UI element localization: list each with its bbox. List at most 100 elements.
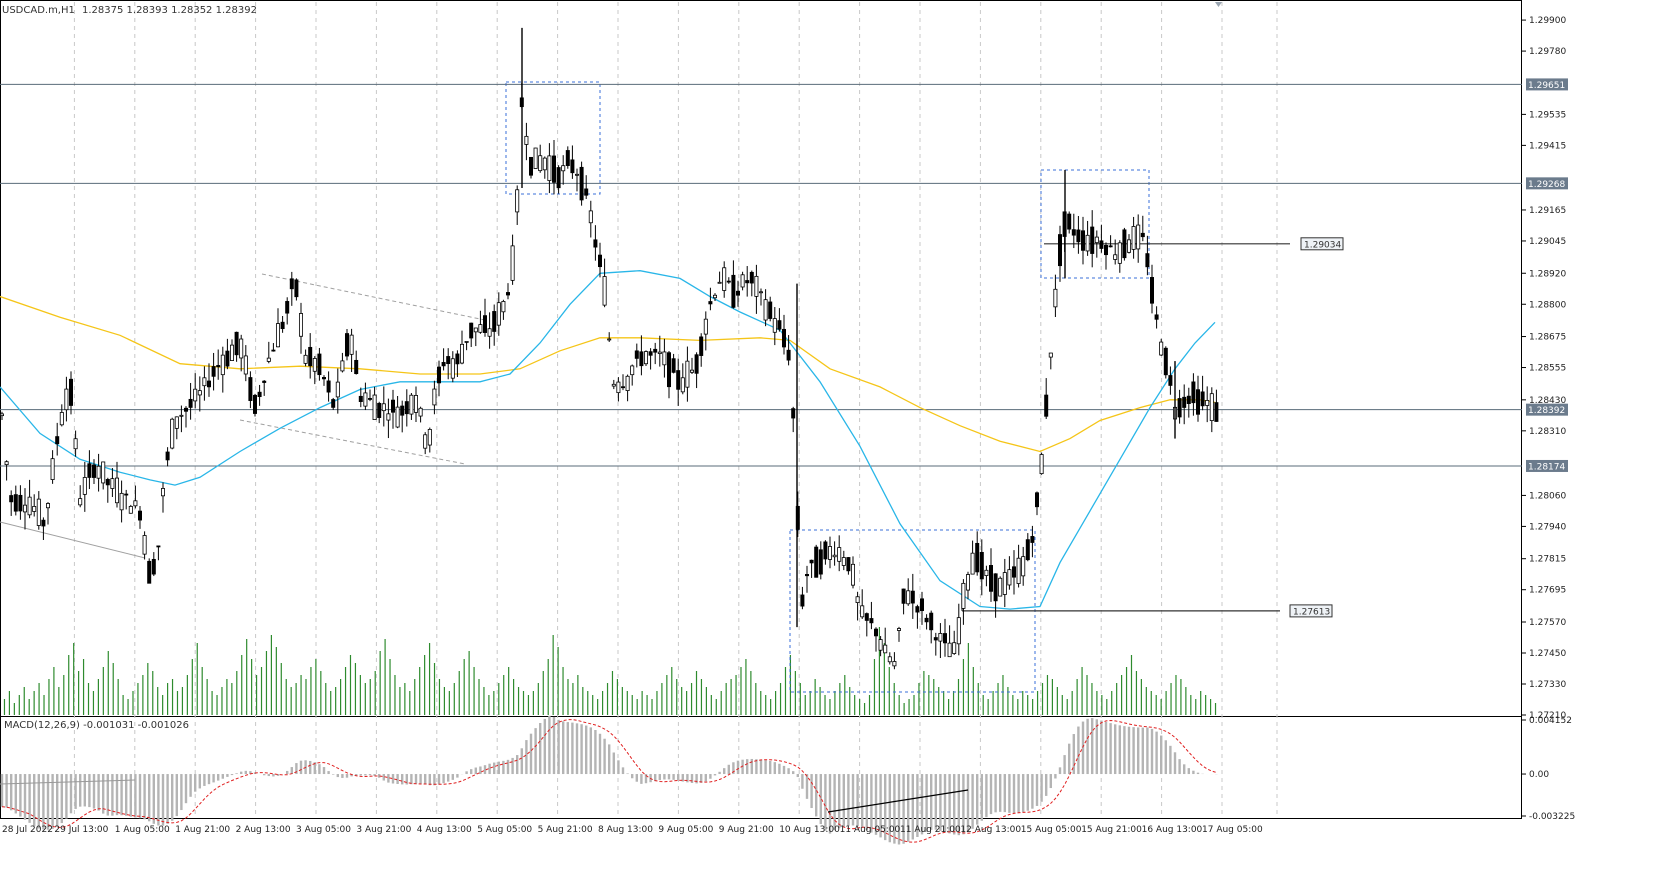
- candle: [266, 341, 271, 364]
- candle: [142, 531, 147, 560]
- candle: [46, 502, 51, 525]
- macd-signal-line: [1, 719, 1217, 843]
- candle: [308, 333, 313, 379]
- candle: [1007, 556, 1012, 590]
- time-tick-label: 3 Aug 21:00: [356, 825, 411, 835]
- candle: [248, 371, 253, 409]
- candle: [427, 427, 432, 453]
- candle: [367, 389, 372, 402]
- candle: [938, 623, 943, 659]
- time-tick-label: 28 Jul 2022: [2, 825, 53, 835]
- candle: [41, 517, 46, 540]
- candle: [970, 540, 975, 575]
- candle: [257, 384, 262, 406]
- candle: [50, 450, 55, 484]
- time-tick-label: 5 Aug 05:00: [477, 825, 532, 835]
- candle: [239, 334, 244, 372]
- candle: [676, 358, 681, 406]
- candle: [69, 371, 74, 415]
- candle: [579, 161, 584, 206]
- candle: [1113, 239, 1118, 265]
- candle: [455, 350, 460, 378]
- candle: [160, 482, 165, 513]
- macd-tick-label: 0.004152: [1529, 716, 1572, 726]
- candle: [616, 377, 621, 402]
- zone-rectangle[interactable]: [1040, 169, 1150, 279]
- candle: [846, 557, 851, 575]
- candle: [1191, 373, 1196, 416]
- price-tick-label: 1.27815: [1529, 555, 1566, 565]
- candle: [170, 417, 175, 450]
- candle: [18, 485, 23, 520]
- candle: [1177, 389, 1182, 424]
- candle: [303, 349, 308, 367]
- candle: [1067, 211, 1072, 234]
- candle: [1140, 215, 1145, 242]
- candle: [860, 589, 865, 619]
- time-tick-label: 4 Aug 13:00: [417, 825, 472, 835]
- candle: [459, 330, 464, 365]
- candle: [432, 380, 437, 415]
- candle: [644, 350, 649, 366]
- price-tick-label: 1.29165: [1529, 206, 1566, 216]
- candle: [588, 200, 593, 238]
- price-tick-label: 1.28430: [1529, 396, 1566, 406]
- candle: [137, 506, 142, 529]
- fast-moving-average: [0, 270, 1216, 610]
- candle: [0, 411, 4, 421]
- candle: [915, 604, 920, 629]
- shift-marker[interactable]: [1215, 2, 1222, 7]
- candle: [956, 603, 961, 656]
- zone-rectangle[interactable]: [505, 81, 601, 195]
- candle: [657, 335, 662, 367]
- candle: [275, 308, 280, 348]
- price-tick-label: 1.28555: [1529, 364, 1566, 374]
- candle: [473, 327, 478, 347]
- candle: [828, 536, 833, 569]
- candle: [611, 379, 616, 390]
- macd-title: MACD(12,26,9) -0.001031 -0.001026: [4, 720, 189, 731]
- candle: [772, 307, 777, 346]
- candle: [726, 277, 731, 284]
- candle: [1012, 550, 1017, 595]
- candle: [565, 146, 570, 169]
- candle: [717, 271, 722, 284]
- candle: [174, 416, 179, 440]
- price-tick-label: 1.28310: [1529, 427, 1566, 437]
- price-tick-label: 1.28920: [1529, 269, 1566, 279]
- candle: [906, 578, 911, 606]
- candle: [280, 315, 285, 333]
- candle: [791, 406, 796, 433]
- price-level-label: 1.28392: [1528, 406, 1565, 416]
- candle: [87, 450, 92, 490]
- candle: [101, 461, 106, 490]
- price-tick-label: 1.27695: [1529, 586, 1566, 596]
- candle: [694, 352, 699, 389]
- candle: [708, 287, 713, 311]
- candle: [151, 552, 156, 577]
- candle: [354, 350, 359, 375]
- candle: [542, 156, 547, 179]
- divergence-line[interactable]: [827, 789, 969, 813]
- candle: [59, 404, 64, 427]
- candle: [699, 333, 704, 367]
- candle: [211, 352, 216, 391]
- candle: [179, 405, 184, 433]
- candle: [713, 293, 718, 301]
- time-tick-label: 3 Aug 05:00: [296, 825, 351, 835]
- candle: [1030, 525, 1035, 558]
- time-tick-label: 8 Aug 13:00: [598, 825, 653, 835]
- candle: [115, 461, 120, 508]
- candle: [648, 348, 653, 370]
- candle: [464, 341, 469, 351]
- candle: [147, 558, 152, 584]
- time-tick-label: 16 Aug 13:00: [1142, 825, 1203, 835]
- candle: [639, 335, 644, 376]
- candle: [78, 485, 83, 508]
- candle: [722, 261, 727, 298]
- time-tick-label: 17 Aug 05:00: [1202, 825, 1263, 835]
- candle: [979, 539, 984, 596]
- candle: [335, 368, 340, 414]
